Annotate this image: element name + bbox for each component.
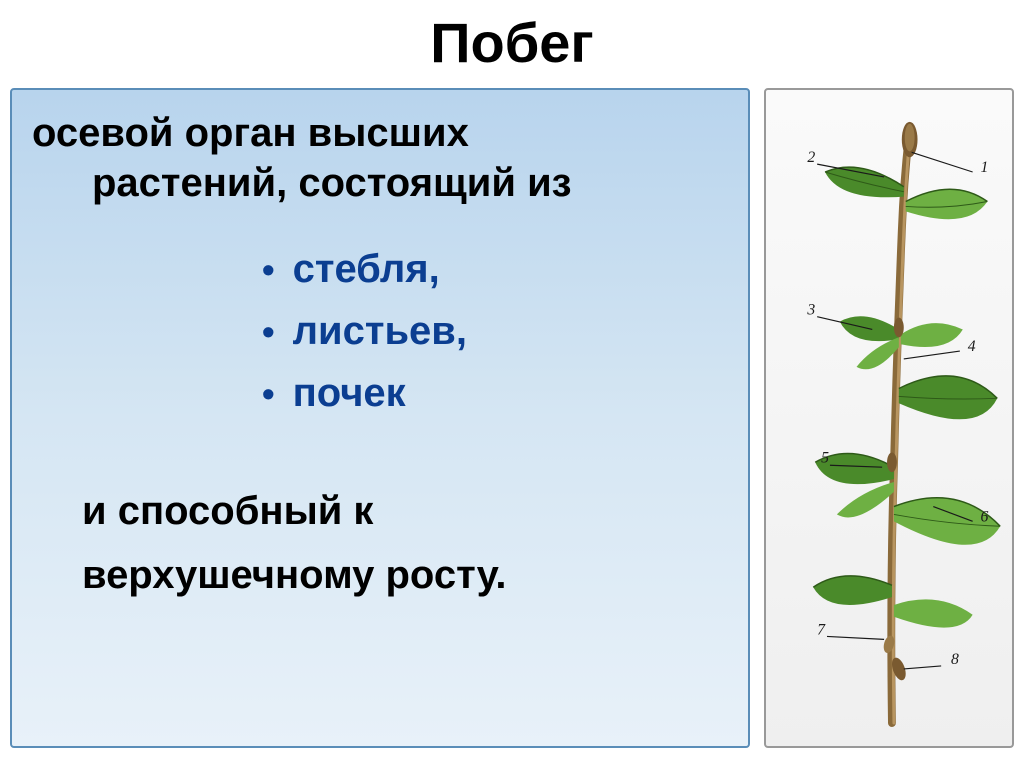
diagram-label-3: 3: [806, 302, 815, 319]
bullet-item-1: • стебля,: [262, 238, 728, 300]
plant-diagram: 1 2 3 4 5 6 7 8: [766, 90, 1012, 746]
bullet-text-3: почек: [293, 371, 406, 415]
bullet-dot-icon: •: [262, 311, 275, 352]
diagram-label-2: 2: [807, 149, 815, 166]
bullet-dot-icon: •: [262, 373, 275, 414]
bullet-dot-icon: •: [262, 249, 275, 290]
diagram-label-8: 8: [951, 651, 959, 668]
bullet-item-2: • листьев,: [262, 300, 728, 362]
diagram-label-5: 5: [821, 449, 829, 466]
conclusion-line-1: и способный к: [32, 479, 728, 543]
bullet-list: • стебля, • листьев, • почек: [262, 238, 728, 424]
definition-line-2: растений, состоящий из: [32, 158, 728, 208]
definition-line-1: осевой орган высших: [32, 108, 728, 158]
diagram-label-4: 4: [968, 338, 976, 355]
plant-diagram-panel: 1 2 3 4 5 6 7 8: [764, 88, 1014, 748]
bullet-item-3: • почек: [262, 362, 728, 424]
bullet-text-2: листьев,: [293, 309, 467, 353]
diagram-label-6: 6: [981, 508, 989, 525]
conclusion-line-2: верхушечному росту.: [32, 543, 728, 607]
bullet-text-1: стебля,: [293, 247, 440, 291]
page-title: Побег: [0, 10, 1024, 75]
diagram-label-1: 1: [981, 159, 989, 176]
diagram-label-7: 7: [817, 621, 826, 638]
definition-panel: осевой орган высших растений, состоящий …: [10, 88, 750, 748]
